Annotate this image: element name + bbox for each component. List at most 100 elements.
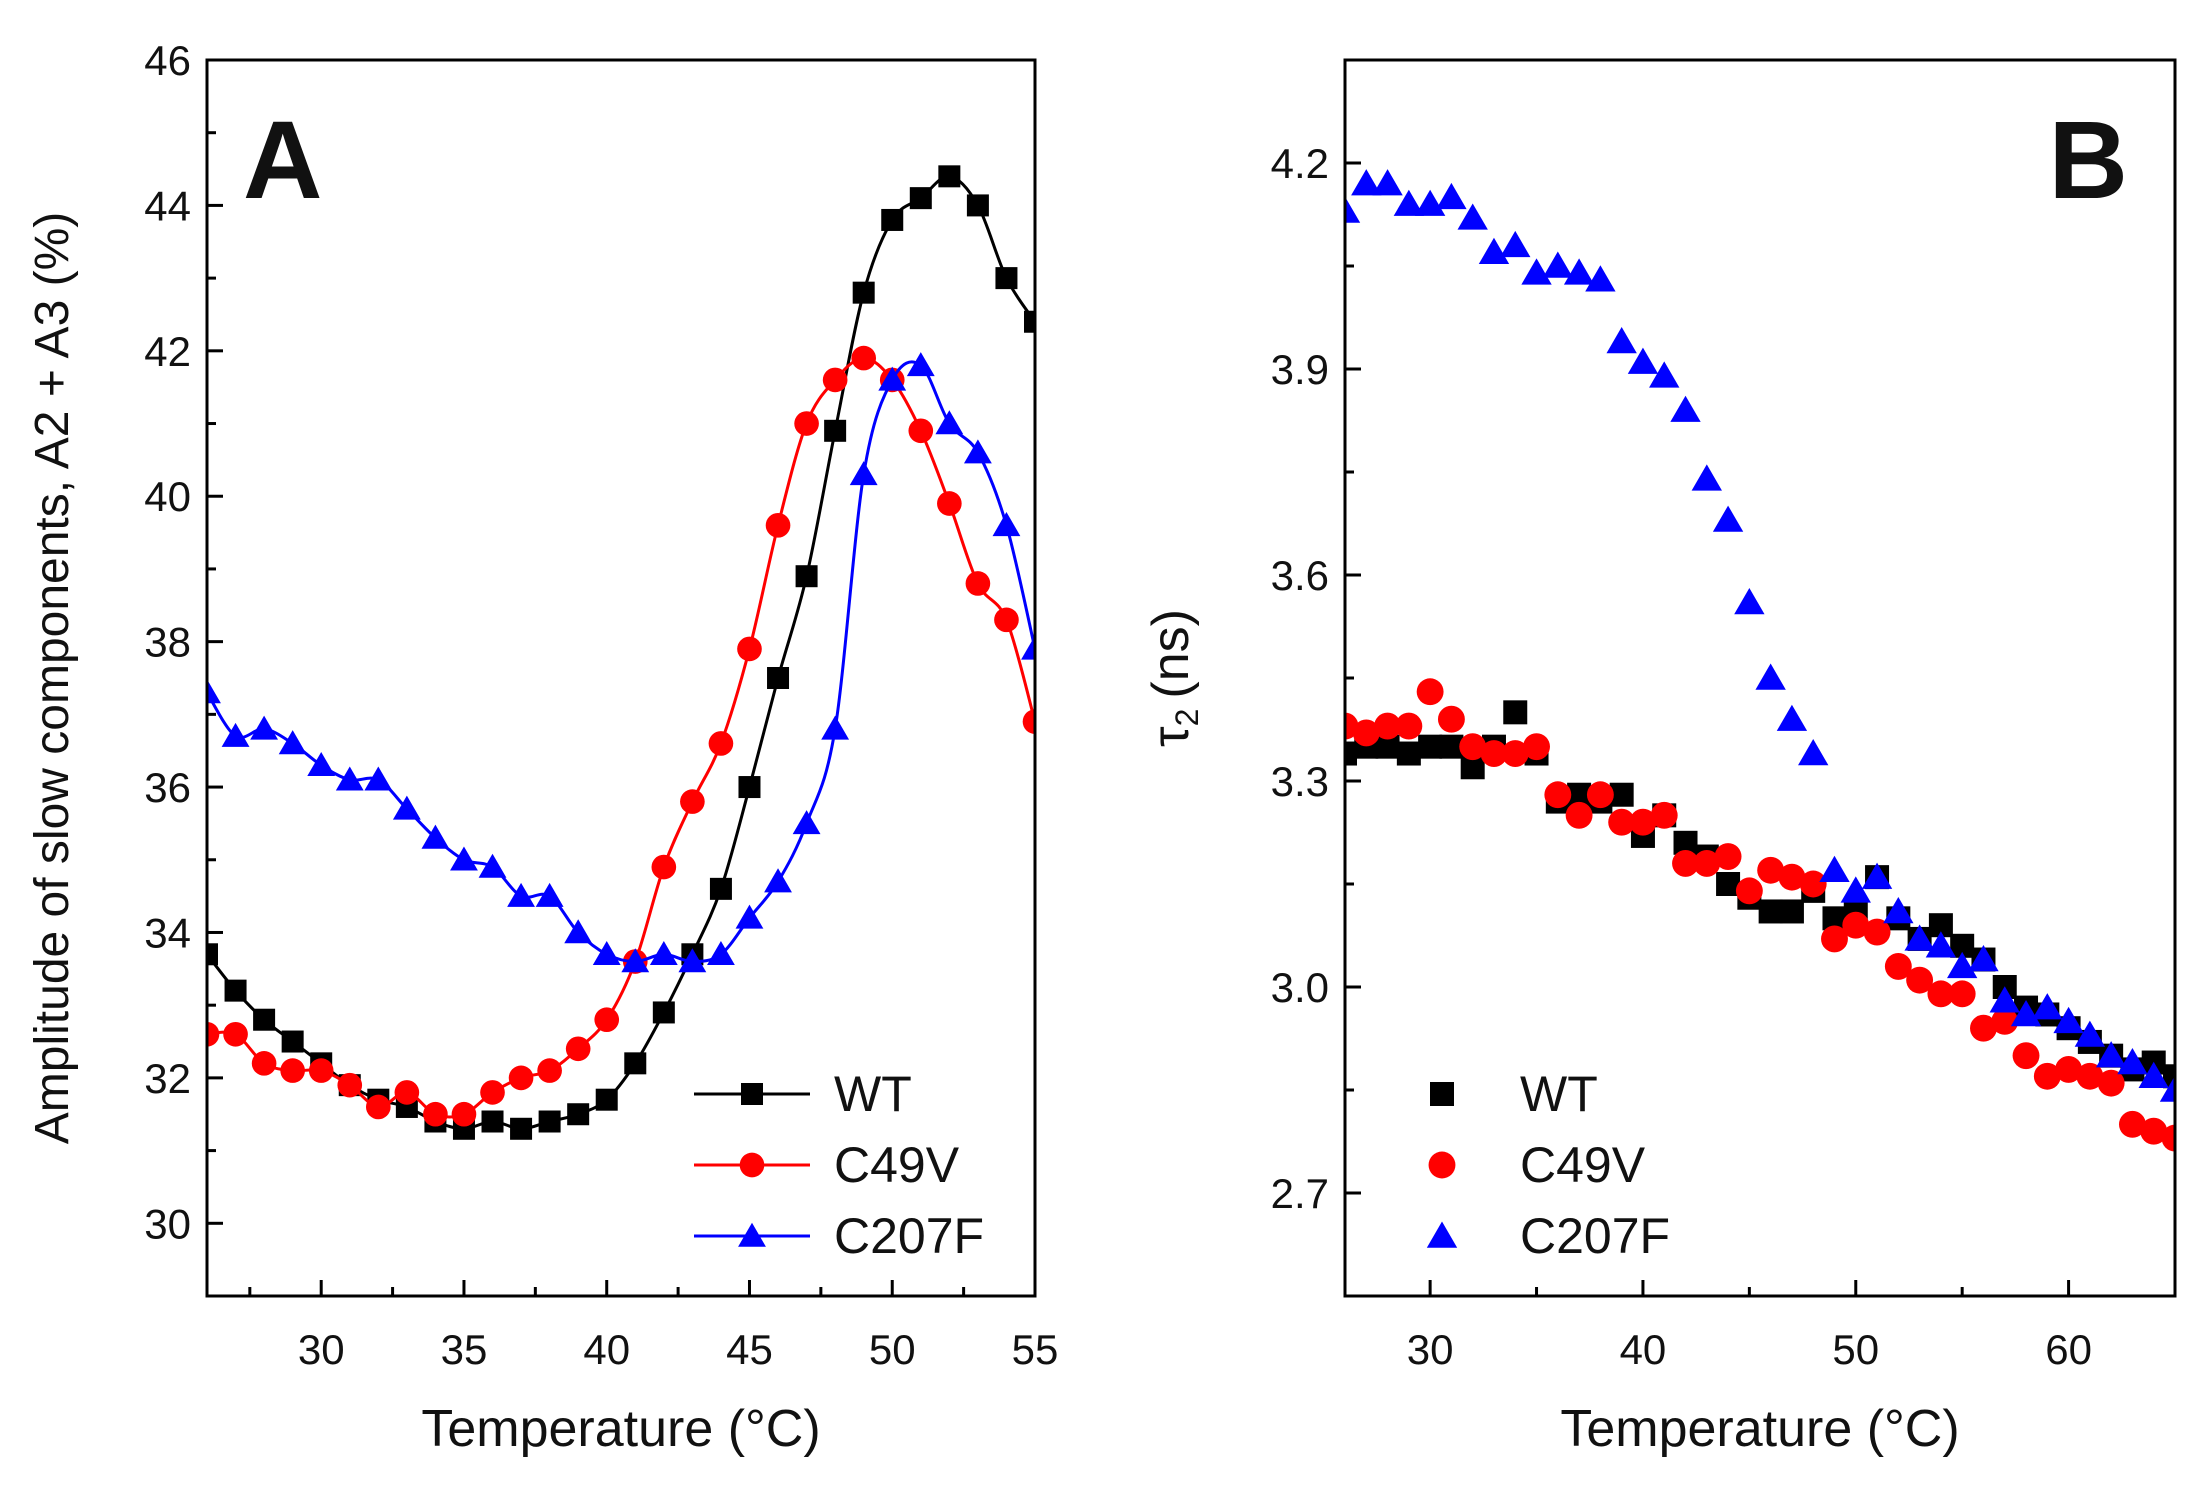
data-point-c49v [2076,1062,2104,1090]
data-point-c49v [965,571,991,596]
data-point-c207f [564,919,593,944]
data-point-c49v [594,1007,620,1033]
y-tick-label: 44 [144,182,191,229]
legend-marker-c49v [739,1152,765,1178]
data-point-c207f [621,948,650,973]
data-point-wt [1396,741,1421,766]
data-point-c207f [821,715,850,740]
chart-b-axis-ticks: 30 40 50 60 2.7 3.0 3.3 3.6 3.9 4.2 [1271,58,2177,1373]
data-point-c49v [794,411,819,436]
y-tick-label: 4.2 [1271,140,1329,187]
data-point-c207f [364,766,393,791]
data-point-c207f [878,366,907,391]
data-point-c207f [1606,327,1637,354]
data-point-c207f [1521,258,1552,285]
data-point-c49v [1714,843,1742,870]
y-tick-label: 32 [144,1055,191,1102]
data-point-wt [224,979,247,1002]
data-point-c207f [2117,1048,2148,1075]
data-point-c49v [1608,808,1636,836]
x-tick-label: 30 [1407,1326,1454,1373]
data-point-c207f [2053,1006,2084,1034]
data-point-c207f [1414,189,1446,216]
data-point-c49v [994,607,1019,633]
data-point-c49v [508,1065,534,1091]
data-point-wt [881,208,904,231]
x-tick-label: 60 [2045,1326,2092,1373]
chart-b-x-axis-label: Temperature (°C) [1560,1400,1959,1458]
data-point-c49v [1523,733,1550,761]
legend-label-wt: WT [1520,1066,1598,1122]
data-point-c49v [1650,801,1678,829]
data-point-c49v [1374,712,1402,740]
data-point-c49v [1927,980,1955,1008]
data-point-c207f [592,940,621,966]
data-point-c49v [1970,1014,1997,1042]
data-point-c207f [221,722,250,747]
data-point-c207f [1393,189,1425,216]
data-point-c207f [1542,251,1574,278]
y-tick-label: 3.0 [1271,964,1329,1011]
data-point-c207f [392,795,421,820]
data-point-wt [1345,741,1357,766]
data-point-c49v [1799,870,1827,898]
y-tick-label: 34 [144,909,191,956]
data-point-c207f [1776,704,1808,731]
data-point-c207f [963,439,992,464]
legend-label-c207f: C207F [834,1208,984,1264]
data-point-c49v [2033,1062,2061,1090]
chart-a-plot-frame [205,58,1037,1298]
data-point-wt [938,165,961,188]
data-point-c49v [851,345,877,371]
legend-marker-c207f [738,1222,766,1247]
data-point-c207f [2159,1075,2175,1102]
data-point-c207f [1946,951,1978,979]
data-point-c49v [822,367,848,393]
legend-marker-c207f [1426,1221,1458,1248]
data-point-c207f [1351,169,1382,196]
data-point-c49v [1884,952,1912,980]
data-point-c207f [1861,862,1893,889]
chart-b-plot-frame [1343,58,2177,1298]
data-point-wt [510,1117,533,1140]
data-point-c49v [207,1021,220,1047]
data-point-c49v [1906,966,1934,994]
data-point-c49v [1842,911,1870,939]
data-point-c49v [423,1101,448,1127]
x-tick-label: 55 [1012,1326,1059,1373]
data-point-c207f [1712,505,1744,532]
data-point-c49v [1459,733,1487,761]
data-point-wt [795,565,818,588]
data-point-c49v [394,1080,420,1105]
data-point-c207f [735,904,764,929]
data-point-c49v [937,491,962,516]
data-point-c207f [764,868,792,893]
chart-b-y-axis-label: τ2 (ns) [1142,609,1205,747]
data-point-c207f [278,730,307,755]
x-tick-label: 50 [869,1326,916,1373]
data-point-c207f [1989,986,2020,1013]
y-tick-label: 3.9 [1271,346,1329,393]
data-point-c207f [1021,635,1035,660]
data-point-c207f [2095,1041,2127,1068]
data-point-c49v [1757,856,1785,884]
x-tick-label: 30 [298,1326,345,1373]
data-point-c49v [765,512,791,538]
y-tick-label: 40 [144,473,191,520]
chart-a-x-axis-label: Temperature (°C) [421,1400,820,1458]
legend-marker-c49v [1428,1151,1456,1179]
chart-a-panel-label: A [243,99,322,222]
data-point-c207f [507,882,535,907]
data-point-c49v [1693,849,1721,877]
data-point-wt [481,1110,504,1133]
data-point-c207f [649,940,678,966]
data-point-wt [253,1008,276,1031]
y-tick-label: 38 [144,619,191,666]
data-point-c49v [1586,781,1614,809]
data-point-c49v [251,1051,277,1076]
data-point-c49v [1821,925,1848,953]
data-point-c207f [1670,395,1701,422]
data-point-c49v [737,636,762,662]
data-point-c207f [450,846,478,871]
data-point-wt [824,419,847,442]
